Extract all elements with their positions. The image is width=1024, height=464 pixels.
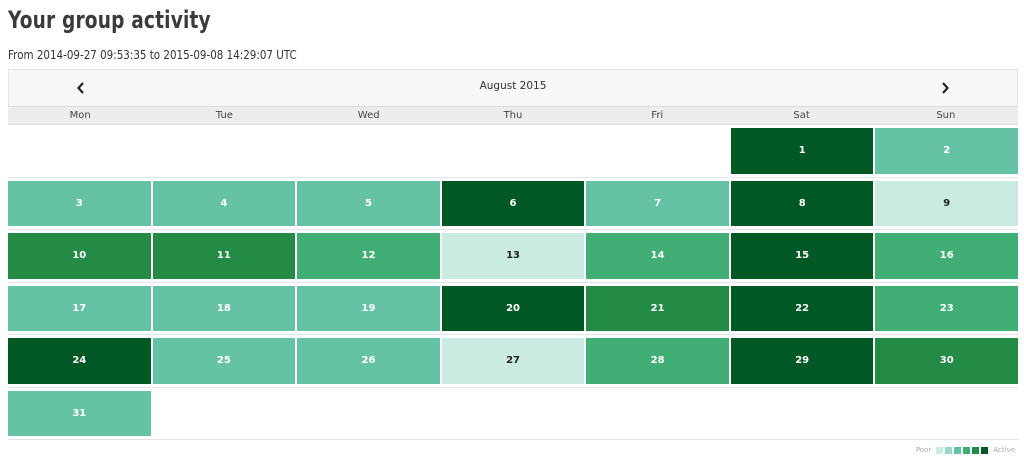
day-cell-13[interactable]: 13: [441, 233, 585, 279]
day-cell-24[interactable]: 24: [8, 338, 151, 384]
day-cell-29[interactable]: 29: [730, 338, 874, 384]
day-cell-17[interactable]: 17: [8, 285, 151, 331]
day-cell-23[interactable]: 23: [875, 285, 1019, 331]
calendar-week-row: 31: [8, 388, 1018, 440]
empty-day-cell: [442, 391, 585, 437]
calendar-grid: 1 2 3 4 5 6 7 8 9 10 11 12 13 14 15 16 17 18 19 20 21 22 23 24 2…: [8, 125, 1019, 440]
calendar-header: August 2015: [8, 69, 1018, 106]
day-cell-9[interactable]: 9: [875, 180, 1019, 226]
legend-swatch-4: [963, 446, 971, 454]
date-range: From 2014-09-27 09:53:35 to 2015-09-08 1…: [8, 48, 297, 62]
empty-day-cell: [153, 391, 296, 437]
day-cell-5[interactable]: 5: [297, 180, 440, 226]
empty-day-cell: [442, 128, 585, 174]
empty-day-cell: [153, 128, 296, 174]
day-cell-31[interactable]: 31: [8, 390, 151, 436]
day-cell-25[interactable]: 25: [152, 338, 296, 384]
weekday-wed: Wed: [357, 110, 380, 121]
day-cell-16[interactable]: 16: [875, 233, 1019, 279]
prev-month-button[interactable]: [71, 78, 91, 98]
legend-swatch-1: [936, 446, 944, 454]
day-cell-22[interactable]: 22: [730, 285, 874, 331]
day-cell-27[interactable]: 27: [441, 338, 585, 384]
empty-day-cell: [731, 391, 874, 437]
day-cell-15[interactable]: 15: [730, 233, 874, 279]
empty-day-cell: [586, 128, 729, 174]
empty-day-cell: [297, 391, 440, 437]
day-cell-14[interactable]: 14: [586, 233, 729, 279]
chevron-left-icon: [77, 82, 84, 94]
weekday-sun: Sun: [936, 110, 956, 121]
weekday-sat: Sat: [793, 110, 810, 121]
weekday-header-row: Mon Tue Wed Thu Fri Sat Sun: [8, 106, 1018, 125]
day-cell-1[interactable]: 1: [730, 128, 874, 174]
day-cell-8[interactable]: 8: [730, 180, 874, 226]
month-label: August 2015: [479, 80, 547, 92]
day-cell-30[interactable]: 30: [875, 338, 1019, 384]
day-cell-18[interactable]: 18: [152, 285, 296, 331]
empty-day-cell: [297, 128, 440, 174]
activity-legend: Poor Active: [913, 446, 1018, 454]
legend-swatch-2: [945, 446, 953, 454]
day-cell-26[interactable]: 26: [297, 338, 440, 384]
legend-swatch-6: [981, 446, 989, 454]
day-cell-10[interactable]: 10: [8, 233, 151, 279]
next-month-button[interactable]: [935, 78, 955, 98]
legend-swatches: [936, 446, 989, 454]
weekday-thu: Thu: [503, 110, 523, 121]
weekday-tue: Tue: [215, 110, 233, 121]
legend-swatch-5: [972, 446, 980, 454]
legend-low-label: Poor: [915, 446, 932, 454]
day-cell-19[interactable]: 19: [297, 285, 440, 331]
calendar-week-row: 17 18 19 20 21 22 23: [8, 283, 1019, 335]
weekday-fri: Fri: [651, 110, 664, 121]
day-cell-11[interactable]: 11: [152, 233, 296, 279]
day-cell-21[interactable]: 21: [586, 285, 729, 331]
day-cell-3[interactable]: 3: [8, 180, 151, 226]
day-cell-4[interactable]: 4: [152, 180, 296, 226]
page-title: Your group activity: [8, 6, 211, 34]
day-cell-6[interactable]: 6: [441, 180, 585, 226]
day-cell-20[interactable]: 20: [441, 285, 585, 331]
day-cell-12[interactable]: 12: [297, 233, 440, 279]
day-cell-28[interactable]: 28: [586, 338, 729, 384]
weekday-mon: Mon: [69, 110, 91, 121]
empty-day-cell: [875, 391, 1018, 437]
legend-high-label: Active: [993, 446, 1015, 454]
day-cell-7[interactable]: 7: [586, 180, 729, 226]
legend-swatch-3: [954, 446, 962, 454]
empty-day-cell: [8, 128, 151, 174]
calendar-week-row: 24 25 26 27 28 29 30: [8, 335, 1019, 388]
calendar-week-row: 10 11 12 13 14 15 16: [8, 230, 1019, 283]
empty-day-cell: [586, 391, 729, 437]
chevron-right-icon: [942, 82, 949, 94]
day-cell-2[interactable]: 2: [875, 128, 1019, 174]
